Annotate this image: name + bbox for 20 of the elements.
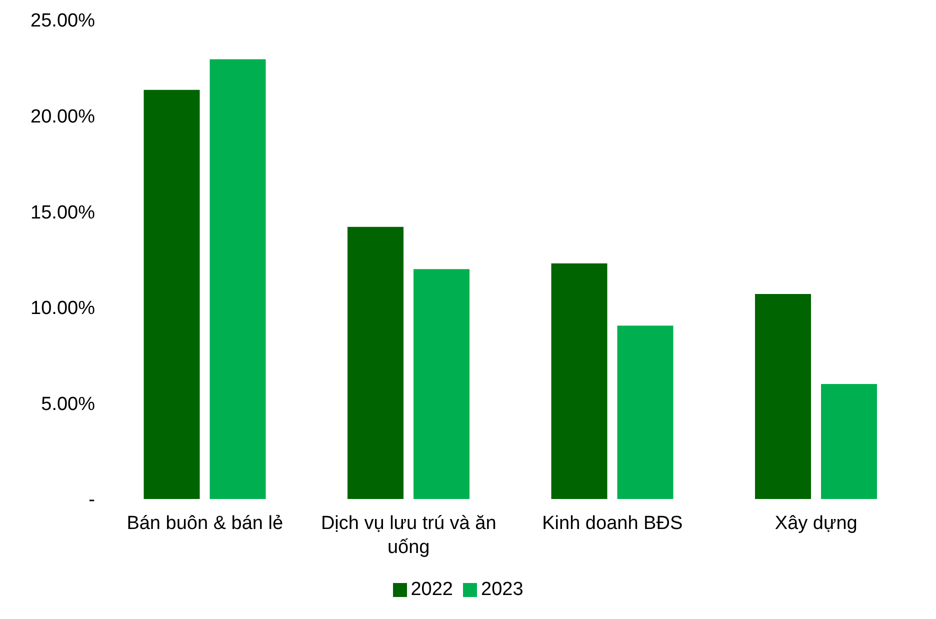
bar [617, 326, 674, 499]
x-tick-label: Dịch vụ lưu trú và ăn uống [320, 513, 496, 558]
y-tick-label: 15.00% [30, 202, 96, 224]
y-tick-label: 10.00% [30, 298, 96, 320]
bar [348, 226, 404, 499]
legend-label: 2023 [481, 579, 524, 600]
bar [551, 263, 608, 499]
y-tick-label: 25.00% [30, 10, 96, 32]
x-tick-label: Xây dựng [774, 513, 858, 534]
y-tick-label: 5.00% [41, 394, 96, 415]
bar [144, 90, 200, 499]
y-tick-label: - [88, 490, 95, 511]
x-tick-label: Bán buôn & bán lẻ [126, 513, 284, 534]
legend-label: 2022 [410, 579, 453, 600]
bar [210, 59, 266, 499]
x-tick-label: Kinh doanh BĐS [542, 513, 683, 534]
y-tick-label: 20.00% [30, 106, 96, 128]
bar [414, 269, 470, 499]
bar [755, 294, 811, 499]
bar [821, 384, 877, 499]
